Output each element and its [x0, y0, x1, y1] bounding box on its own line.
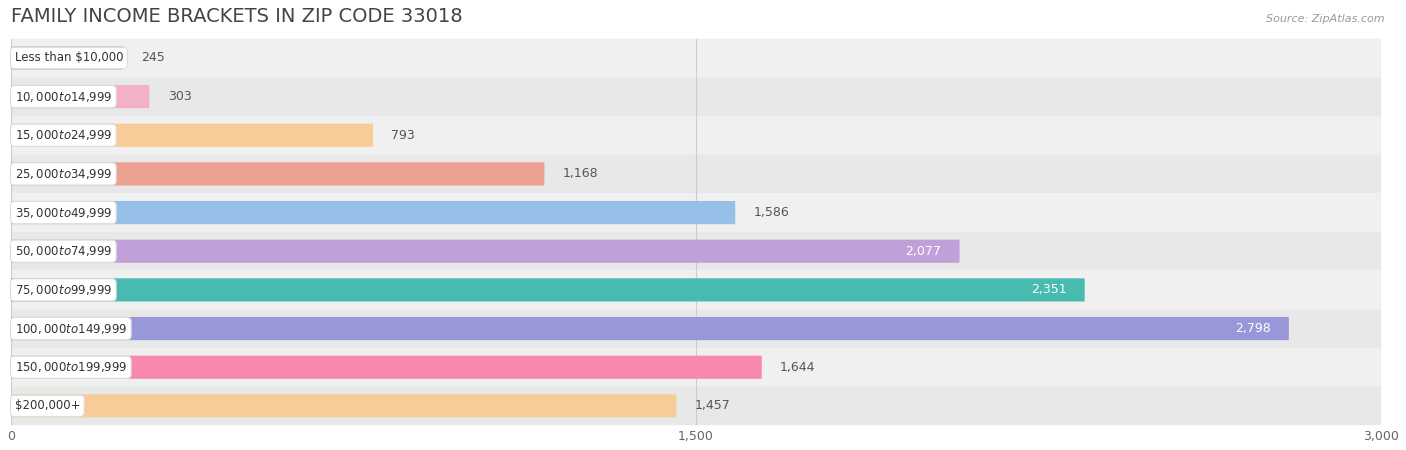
- FancyBboxPatch shape: [11, 270, 1381, 309]
- Text: $200,000+: $200,000+: [14, 399, 80, 412]
- Text: 1,586: 1,586: [754, 206, 789, 219]
- FancyBboxPatch shape: [11, 309, 1381, 348]
- FancyBboxPatch shape: [11, 155, 1381, 193]
- Text: $75,000 to $99,999: $75,000 to $99,999: [14, 283, 112, 297]
- Text: $35,000 to $49,999: $35,000 to $49,999: [14, 206, 112, 220]
- Text: 2,798: 2,798: [1234, 322, 1271, 335]
- Text: $150,000 to $199,999: $150,000 to $199,999: [14, 360, 127, 374]
- Text: Source: ZipAtlas.com: Source: ZipAtlas.com: [1267, 14, 1385, 23]
- Text: Less than $10,000: Less than $10,000: [14, 51, 124, 64]
- FancyBboxPatch shape: [11, 193, 1381, 232]
- Text: $10,000 to $14,999: $10,000 to $14,999: [14, 90, 112, 104]
- Text: $15,000 to $24,999: $15,000 to $24,999: [14, 128, 112, 142]
- FancyBboxPatch shape: [11, 85, 149, 108]
- FancyBboxPatch shape: [11, 46, 122, 70]
- FancyBboxPatch shape: [11, 387, 1381, 425]
- FancyBboxPatch shape: [11, 201, 735, 224]
- FancyBboxPatch shape: [11, 240, 959, 263]
- FancyBboxPatch shape: [11, 124, 373, 147]
- Text: FAMILY INCOME BRACKETS IN ZIP CODE 33018: FAMILY INCOME BRACKETS IN ZIP CODE 33018: [11, 7, 463, 26]
- Text: 793: 793: [391, 129, 415, 142]
- FancyBboxPatch shape: [11, 39, 1381, 77]
- Text: $50,000 to $74,999: $50,000 to $74,999: [14, 244, 112, 258]
- FancyBboxPatch shape: [11, 278, 1084, 302]
- FancyBboxPatch shape: [11, 116, 1381, 155]
- FancyBboxPatch shape: [11, 232, 1381, 270]
- FancyBboxPatch shape: [11, 356, 762, 379]
- FancyBboxPatch shape: [11, 162, 544, 185]
- Text: $100,000 to $149,999: $100,000 to $149,999: [14, 322, 127, 336]
- Text: 1,168: 1,168: [562, 167, 599, 180]
- FancyBboxPatch shape: [11, 348, 1381, 387]
- Text: 245: 245: [141, 51, 165, 64]
- Text: 1,457: 1,457: [695, 399, 730, 412]
- Text: 1,644: 1,644: [780, 361, 815, 374]
- FancyBboxPatch shape: [11, 394, 676, 418]
- FancyBboxPatch shape: [11, 77, 1381, 116]
- Text: 2,351: 2,351: [1031, 284, 1066, 297]
- FancyBboxPatch shape: [11, 317, 1289, 340]
- Text: 2,077: 2,077: [905, 245, 941, 258]
- Text: $25,000 to $34,999: $25,000 to $34,999: [14, 167, 112, 181]
- Text: 303: 303: [167, 90, 191, 103]
